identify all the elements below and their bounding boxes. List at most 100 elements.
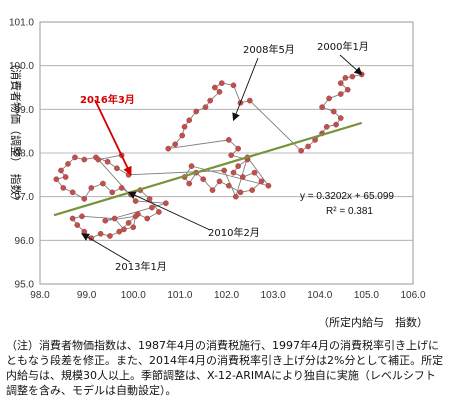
x-tick-label: 106.0 — [400, 290, 425, 301]
data-point — [239, 174, 246, 180]
data-point — [179, 132, 186, 139]
data-point — [200, 176, 207, 183]
data-point — [156, 209, 162, 215]
data-point — [121, 226, 127, 233]
data-point — [319, 104, 325, 111]
x-tick-label: 103.0 — [261, 290, 286, 301]
data-point — [69, 189, 76, 196]
annotation-label: 2008年5月 — [243, 43, 295, 56]
annotation-arrow — [232, 57, 259, 122]
data-point — [81, 196, 88, 202]
y-tick-label: 98.0 — [15, 149, 35, 160]
y-tick-label: 95.0 — [15, 280, 35, 291]
x-tick-label: 104.0 — [307, 290, 332, 301]
annotation-label: 2016年3月 — [80, 93, 135, 106]
equation-label: y = 0.3202x + 65.099 — [300, 191, 394, 202]
x-tick-label: 101.0 — [167, 290, 192, 301]
data-point — [216, 89, 223, 95]
data-point — [186, 180, 193, 187]
data-point — [333, 121, 339, 128]
data-point — [337, 115, 344, 121]
data-point — [232, 193, 239, 200]
data-point — [305, 143, 311, 150]
x-axis-label: （所定内給与 指数） — [318, 315, 428, 329]
annotation-arrow — [81, 233, 131, 263]
data-point — [132, 198, 139, 204]
data-point — [230, 169, 237, 176]
data-point — [125, 220, 132, 226]
footnote: （注）消費者物価指数は、1987年4月の消費税施行、1997年4月の消費税率引き… — [6, 339, 444, 397]
data-point — [218, 80, 225, 86]
x-tick-label: 99.0 — [77, 290, 97, 301]
data-point — [146, 196, 153, 202]
data-point — [172, 141, 179, 148]
chart: 95.0 96.0 97.0 98.0 99.0 100.0 101.0 98.0 99.0 1… — [9, 18, 428, 330]
grid-lines — [40, 65, 413, 241]
data-point — [181, 123, 188, 130]
data-point — [88, 185, 95, 191]
data-point — [118, 185, 125, 191]
data-point — [130, 224, 137, 231]
y-tick-label: 100.0 — [9, 61, 34, 72]
trendline — [53, 121, 363, 217]
data-point — [258, 178, 265, 185]
data-point — [230, 82, 237, 89]
data-point — [251, 169, 258, 176]
data-point — [163, 200, 169, 207]
data-point — [225, 137, 232, 143]
data-point — [79, 213, 85, 220]
data-point — [193, 108, 200, 115]
y-tick-label: 97.0 — [15, 192, 35, 203]
data-point — [95, 156, 102, 163]
data-point — [349, 73, 356, 80]
data-point — [100, 180, 106, 187]
data-point — [58, 167, 64, 174]
y-tick-label: 101.0 — [9, 18, 34, 29]
y-tick-label: 96.0 — [15, 236, 35, 247]
data-point — [62, 174, 69, 180]
y-tick-labels: 95.0 96.0 97.0 98.0 99.0 100.0 101.0 — [9, 18, 34, 291]
data-point — [209, 187, 216, 193]
x-tick-label: 100.0 — [121, 290, 146, 301]
data-point — [202, 104, 209, 111]
data-point — [102, 217, 109, 224]
data-point — [249, 187, 255, 193]
data-point — [337, 91, 344, 97]
data-point — [298, 147, 304, 154]
data-point — [144, 215, 151, 222]
data-point — [207, 97, 214, 104]
data-point — [211, 84, 218, 91]
data-point — [107, 233, 113, 239]
data-point — [97, 230, 104, 237]
data-point — [225, 182, 232, 189]
data-point — [186, 117, 193, 124]
data-point — [109, 189, 116, 196]
annotations: 2016年3月 2008年5月 2000年1月 2010年2月 2013年1月 — [80, 40, 369, 273]
y-tick-label: 99.0 — [15, 105, 35, 116]
data-point — [114, 165, 120, 172]
x-tick-labels: 98.0 99.0 100.0 101.0 102.0 103.0 104.0 105.0 10… — [30, 290, 426, 301]
data-point — [69, 215, 76, 222]
r-squared-label: R² = 0.381 — [326, 206, 373, 217]
x-tick-label: 98.0 — [30, 290, 50, 301]
data-point — [81, 228, 88, 235]
data-point — [74, 222, 81, 228]
x-tick-label: 102.0 — [214, 290, 239, 301]
y-axis-label: （消費者物価（調整） 指数） — [9, 58, 23, 207]
annotation-arrow — [339, 54, 363, 76]
data-point — [323, 123, 330, 130]
data-point — [216, 178, 223, 185]
data-point — [188, 163, 195, 169]
data-point — [235, 163, 242, 169]
data-point — [111, 215, 118, 222]
data-point — [149, 204, 155, 211]
annotation-label: 2013年1月 — [115, 260, 167, 273]
data-point — [342, 75, 349, 81]
x-tick-label: 105.0 — [354, 290, 379, 301]
data-point — [246, 97, 253, 104]
data-point — [330, 108, 337, 115]
data-point — [344, 86, 351, 93]
data-point — [265, 182, 272, 189]
data-point — [72, 154, 78, 161]
data-point — [65, 161, 71, 167]
